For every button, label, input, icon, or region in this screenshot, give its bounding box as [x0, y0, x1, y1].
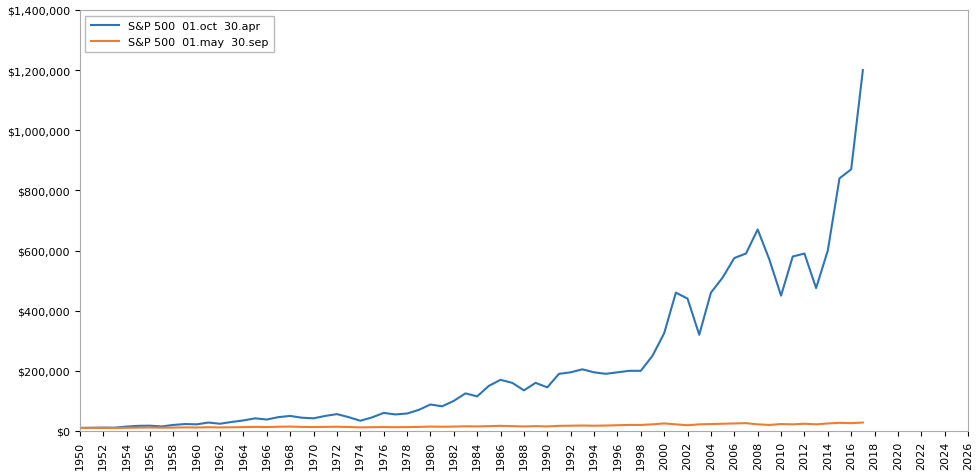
S&P 500  01.may  30.sep: [261, 424, 272, 430]
S&P 500  01.oct  30.apr: [857, 68, 868, 74]
S&P 500  01.may  30.sep: [857, 420, 868, 426]
S&P 500  01.oct  30.apr: [775, 293, 787, 299]
Line: S&P 500  01.oct  30.apr: S&P 500 01.oct 30.apr: [79, 71, 862, 428]
S&P 500  01.may  30.sep: [413, 424, 424, 430]
S&P 500  01.may  30.sep: [787, 422, 799, 427]
Legend: S&P 500  01.oct  30.apr, S&P 500  01.may  30.sep: S&P 500 01.oct 30.apr, S&P 500 01.may 30…: [85, 17, 273, 53]
S&P 500  01.may  30.sep: [530, 423, 542, 429]
S&P 500  01.oct  30.apr: [261, 417, 272, 423]
S&P 500  01.oct  30.apr: [74, 425, 85, 431]
S&P 500  01.may  30.sep: [109, 425, 121, 431]
Line: S&P 500  01.may  30.sep: S&P 500 01.may 30.sep: [79, 423, 862, 428]
S&P 500  01.may  30.sep: [74, 425, 85, 431]
S&P 500  01.oct  30.apr: [834, 176, 846, 182]
S&P 500  01.oct  30.apr: [530, 380, 542, 386]
S&P 500  01.oct  30.apr: [518, 387, 530, 393]
S&P 500  01.may  30.sep: [541, 424, 553, 429]
S&P 500  01.may  30.sep: [272, 424, 284, 430]
S&P 500  01.oct  30.apr: [249, 416, 261, 421]
